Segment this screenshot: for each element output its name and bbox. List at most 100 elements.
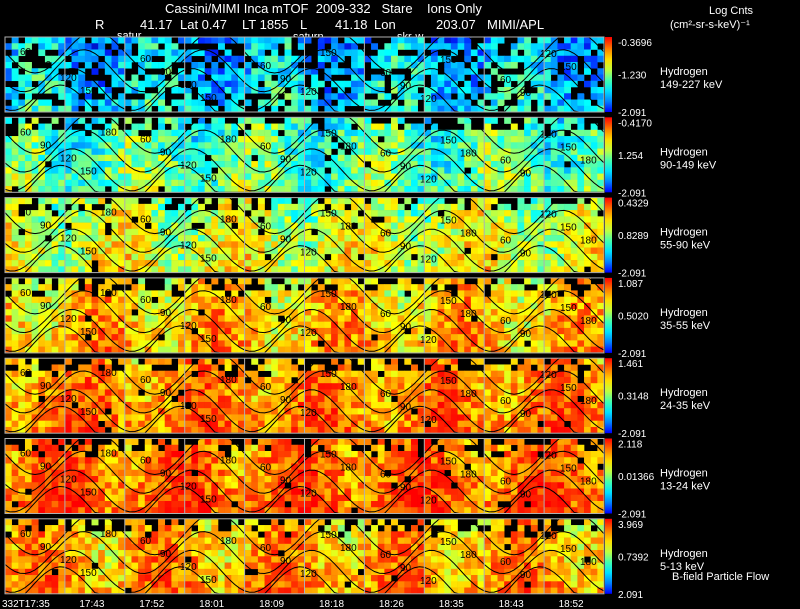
- colorbar: [605, 518, 612, 594]
- contour-label: 90: [280, 476, 292, 487]
- contour-label: 90: [400, 322, 412, 333]
- contour-label: 90: [520, 570, 532, 581]
- contour-label: 90: [520, 168, 532, 179]
- heatmap-cells: [5, 37, 605, 113]
- contour-label: 60: [500, 316, 512, 327]
- footer-note: B-field Particle Flow: [672, 571, 770, 583]
- header-l-label: L: [300, 17, 308, 32]
- header-lat: Lat 0.47: [180, 17, 227, 32]
- contour-label: 180: [580, 236, 597, 247]
- panel-species-label: Hydrogen: [660, 387, 708, 399]
- colorbar-mid-label: 0.7392: [618, 552, 649, 563]
- contour-label: 90: [160, 388, 172, 399]
- contour-label: 120: [60, 394, 77, 405]
- panel-5: 6060606060909090909012012012012012015015…: [4, 357, 711, 440]
- contour-label: 60: [260, 463, 272, 474]
- contour-label: 60: [380, 550, 392, 561]
- contour-label: 180: [220, 456, 237, 467]
- colorbar-min-label: -2.091: [618, 349, 647, 360]
- contour-label: 60: [380, 68, 392, 79]
- colorbar-max-label: 1.461: [618, 359, 643, 370]
- contour-label: 180: [340, 463, 357, 474]
- contour-label: 180: [100, 127, 117, 138]
- contour-label: 60: [500, 557, 512, 568]
- contour-label: 90: [280, 235, 292, 246]
- colorbar-mid-label: 0.3148: [618, 392, 649, 403]
- contour-label: 120: [180, 401, 197, 412]
- header-lon-label: Lon: [374, 17, 396, 32]
- time-tick-label: 332T17:35: [2, 599, 50, 609]
- contour-label: 180: [460, 148, 477, 159]
- contour-label: 120: [60, 475, 77, 486]
- colorbar-min-label: -2.091: [618, 108, 647, 119]
- contour-label: 150: [80, 86, 97, 97]
- contour-label: 180: [340, 141, 357, 152]
- contour-label: 90: [280, 154, 292, 165]
- contour-label: 60: [140, 215, 152, 226]
- time-tick-label: 18:09: [259, 599, 284, 609]
- contour-label: 60: [500, 155, 512, 166]
- contour-label: 180: [340, 302, 357, 313]
- contour-label: 120: [300, 408, 317, 419]
- contour-label: 180: [220, 295, 237, 306]
- contour-label: 180: [580, 316, 597, 327]
- contour-label: 180: [460, 309, 477, 320]
- contour-label: 60: [260, 61, 272, 72]
- panel-species-label: Hydrogen: [660, 548, 708, 560]
- contour-label: 150: [440, 296, 457, 307]
- contour-label: 120: [420, 174, 437, 185]
- contour-label: 60: [500, 477, 512, 488]
- heatmap-cells: [5, 277, 605, 354]
- contour-label: 60: [20, 127, 32, 138]
- panel-energy-label: 90-149 keV: [660, 159, 717, 171]
- contour-label: 120: [300, 489, 317, 500]
- contour-label: 90: [280, 395, 292, 406]
- contour-label: 150: [200, 334, 217, 345]
- colorbar: [605, 117, 612, 193]
- contour-label: 180: [580, 155, 597, 166]
- contour-label: 150: [440, 537, 457, 548]
- contour-label: 150: [560, 464, 577, 475]
- time-tick-label: 18:18: [319, 599, 344, 609]
- contour-label: 60: [260, 543, 272, 554]
- contour-label: 90: [520, 329, 532, 340]
- contour-label: 90: [520, 409, 532, 420]
- panel-6: 6060606060909090909012012012012012015015…: [4, 438, 711, 521]
- time-tick-label: 18:52: [559, 599, 584, 609]
- contour-labels: 6060606060909090909012012012012012015015…: [20, 127, 597, 185]
- contour-label: 90: [280, 556, 292, 567]
- contour-label: 60: [260, 382, 272, 393]
- time-gridlines: [64, 117, 545, 193]
- contour-label: 60: [140, 295, 152, 306]
- colorbar-mid-label: -1.230: [618, 71, 647, 82]
- contour-label: 150: [440, 457, 457, 468]
- contour-label: 120: [180, 241, 197, 252]
- time-tick-label: 18:01: [199, 599, 224, 609]
- contour-label: 90: [40, 221, 52, 232]
- contour-label: 90: [400, 483, 412, 494]
- panel-7: 6060606060909090909012012012012012015015…: [4, 518, 708, 601]
- header-r-value: 41.17: [140, 17, 173, 32]
- time-gridlines: [64, 277, 545, 353]
- contour-labels: 6060606060909090909012012012012012015015…: [20, 368, 597, 426]
- panel-frame: [4, 438, 605, 514]
- contour-label: 150: [200, 495, 217, 506]
- panel-energy-label: 5-13 keV: [660, 561, 705, 573]
- contour-label: 150: [320, 289, 337, 300]
- colorbar: [605, 358, 612, 434]
- contour-label: 60: [380, 309, 392, 320]
- contour-label: 150: [560, 62, 577, 73]
- panel-energy-label: 149-227 keV: [660, 79, 723, 91]
- contour-label: 60: [20, 368, 32, 379]
- contour-label: 120: [180, 80, 197, 91]
- contour-label: 120: [300, 248, 317, 259]
- contour-label: 120: [300, 167, 317, 178]
- panel-3: 6060606060909090909012012012012012015015…: [4, 197, 711, 280]
- contour-label: 120: [180, 482, 197, 493]
- contour-label: 180: [340, 382, 357, 393]
- contour-label: 90: [40, 140, 52, 151]
- contour-label: 180: [100, 208, 117, 219]
- colorbar-min-label: 2.091: [618, 590, 643, 601]
- colorbar-max-label: 2.118: [618, 440, 643, 451]
- contour-label: 90: [520, 249, 532, 260]
